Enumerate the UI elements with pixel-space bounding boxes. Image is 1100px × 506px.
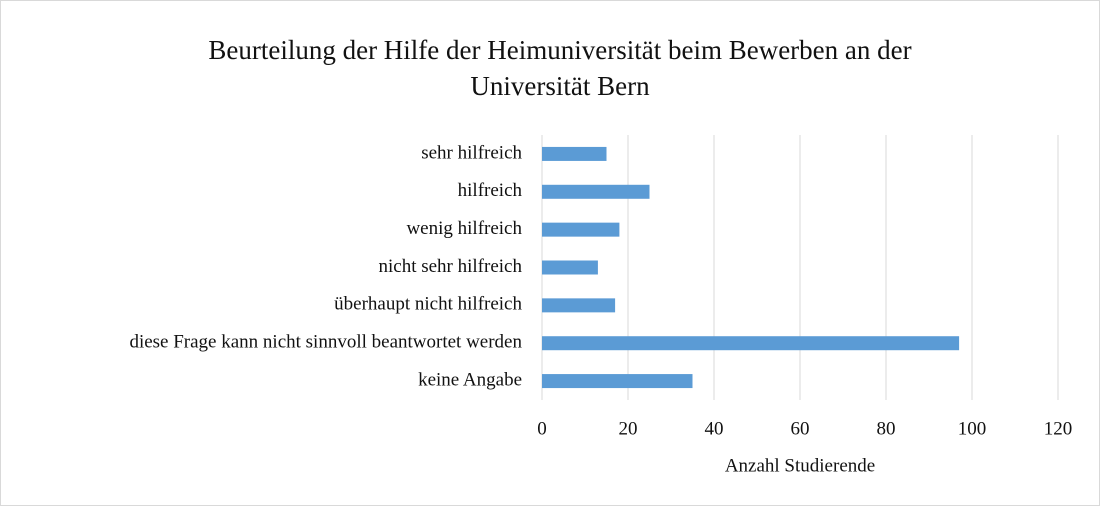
y-tick-label: sehr hilfreich <box>421 142 522 163</box>
bar <box>542 146 607 161</box>
y-tick-label: hilfreich <box>458 180 523 201</box>
bar <box>542 298 616 313</box>
x-tick-label: 40 <box>705 418 724 439</box>
x-tick-label: 60 <box>791 418 810 439</box>
bar <box>542 336 960 351</box>
x-tick-label: 80 <box>877 418 896 439</box>
bar <box>542 260 598 275</box>
chart-title: Beurteilung der Hilfe der Heimuniversitä… <box>208 35 912 101</box>
x-axis-label: Anzahl Studierende <box>725 455 875 476</box>
y-tick-label: wenig hilfreich <box>406 218 522 239</box>
y-tick-label: keine Angabe <box>418 369 522 390</box>
x-tick-label: 20 <box>619 418 638 439</box>
x-tick-label: 120 <box>1044 418 1073 439</box>
y-tick-label: überhaupt nicht hilfreich <box>334 294 522 315</box>
x-tick-label: 100 <box>958 418 987 439</box>
y-tick-label: nicht sehr hilfreich <box>378 256 522 277</box>
bar <box>542 184 650 199</box>
bar <box>542 374 693 389</box>
x-tick-label: 0 <box>537 418 547 439</box>
y-tick-label: diese Frage kann nicht sinnvoll beantwor… <box>129 332 522 353</box>
bar <box>542 222 620 237</box>
